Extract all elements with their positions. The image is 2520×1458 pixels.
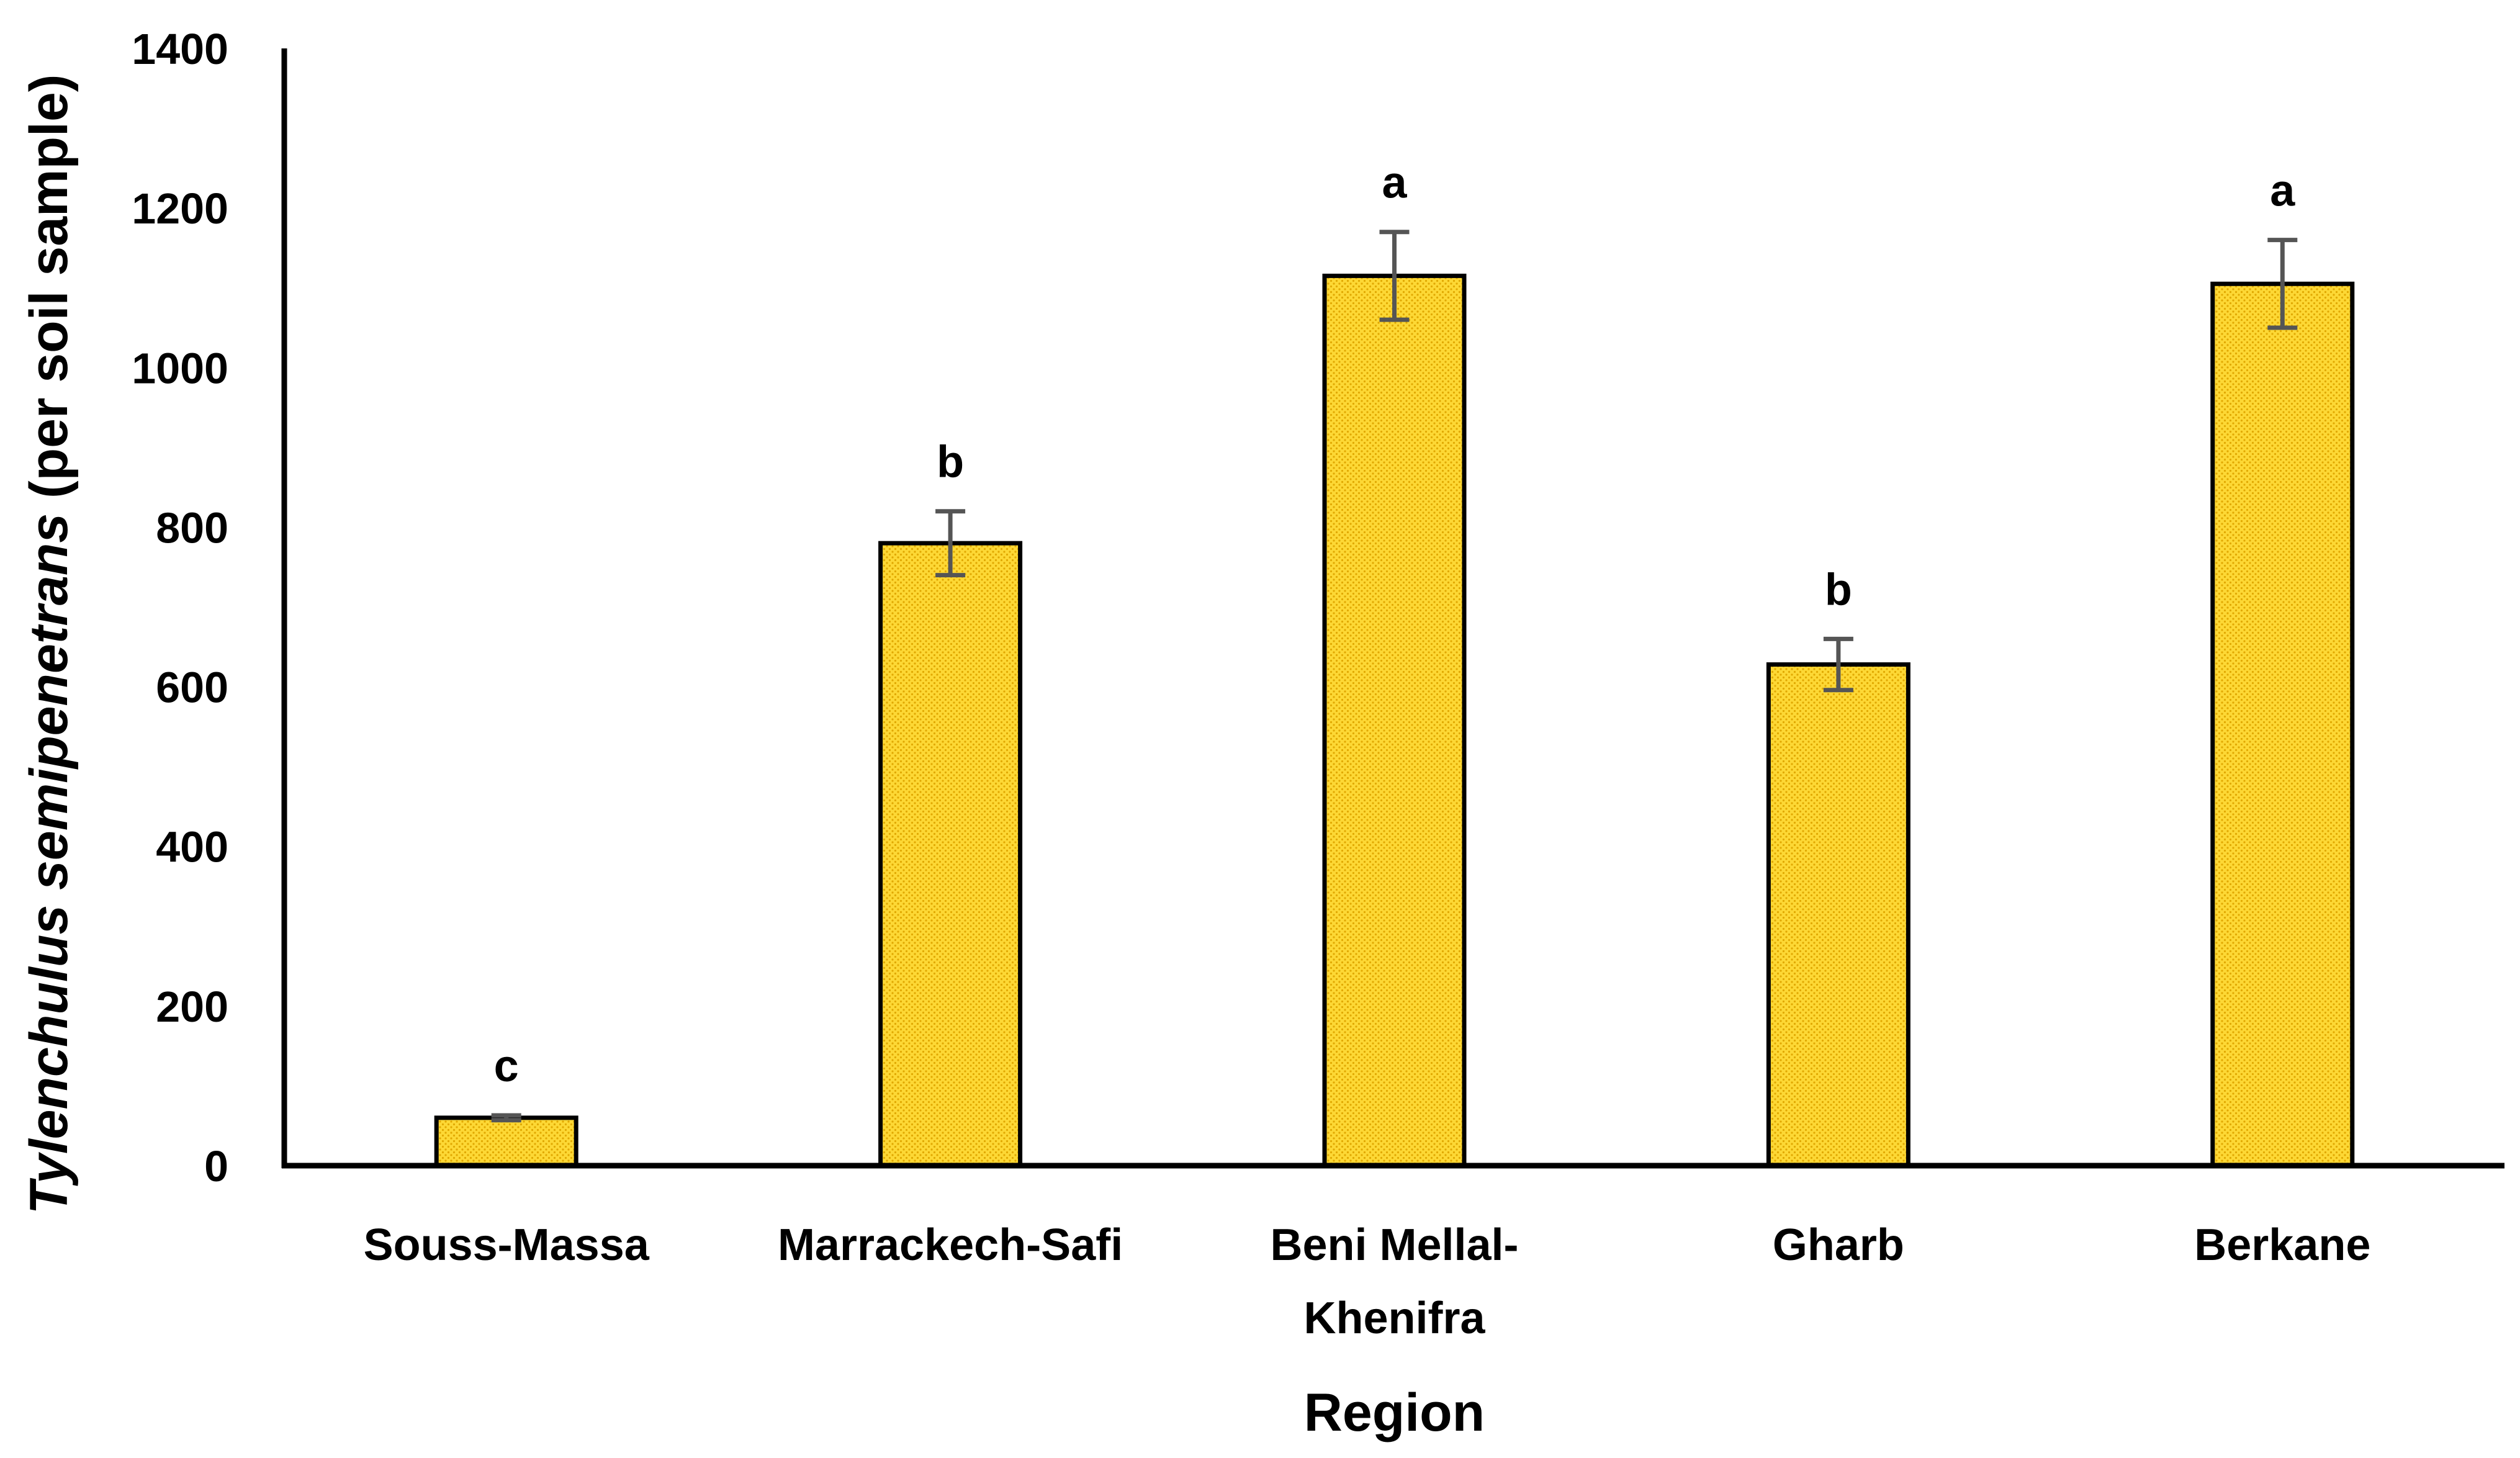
y-tick-label: 600: [156, 664, 228, 712]
x-category-label: Khenifra: [1303, 1294, 1485, 1343]
y-tick-label: 1400: [132, 25, 228, 73]
y-tick-label: 200: [156, 983, 228, 1031]
significance-letter: a: [1382, 158, 1407, 208]
x-axis-categories: Souss-Massa Marrackech-Safi Beni Mellal- Kh…: [364, 1220, 2371, 1343]
x-category-label: Berkane: [2194, 1220, 2370, 1270]
error-bar: [2267, 238, 2298, 330]
bar: [2210, 281, 2355, 1168]
x-category-label: Marrackech-Safi: [778, 1220, 1123, 1270]
significance-letter: b: [1825, 565, 1852, 614]
significance-letter: b: [937, 438, 964, 487]
error-bars: [491, 230, 2298, 1123]
significance-letters: c b a b a: [494, 158, 2296, 1091]
y-tick-label: 0: [204, 1142, 228, 1190]
x-category-label: Beni Mellal-: [1270, 1220, 1518, 1270]
y-axis-title: Tylenchulus semipenetrans (per soil samp…: [19, 74, 79, 1215]
error-bar: [491, 1113, 521, 1123]
significance-letter: a: [2270, 166, 2295, 216]
y-tick-label: 1000: [132, 344, 228, 392]
y-axis-title-species: Tylenchulus semipenetrans: [19, 513, 79, 1215]
x-axis-title: Region: [1304, 1383, 1485, 1442]
y-axis-title-unit: (per soil sample): [19, 74, 79, 513]
bar: [1322, 273, 1467, 1168]
y-tick-label: 1200: [132, 184, 228, 233]
error-bar: [1379, 230, 1410, 322]
bars: [434, 273, 2355, 1168]
y-tick-label: 400: [156, 823, 228, 871]
bar: [434, 1115, 578, 1168]
bar: [878, 541, 1023, 1168]
x-category-label: Gharb: [1773, 1220, 1904, 1270]
significance-letter: c: [494, 1042, 519, 1091]
bar: [1766, 662, 1910, 1168]
error-bar: [1823, 636, 1853, 693]
x-category-label: Souss-Massa: [364, 1220, 650, 1270]
y-axis-ticks: 0 200 400 600 800 1000 1200 1400: [132, 25, 228, 1190]
error-bar: [935, 509, 966, 578]
y-tick-label: 800: [156, 503, 228, 552]
